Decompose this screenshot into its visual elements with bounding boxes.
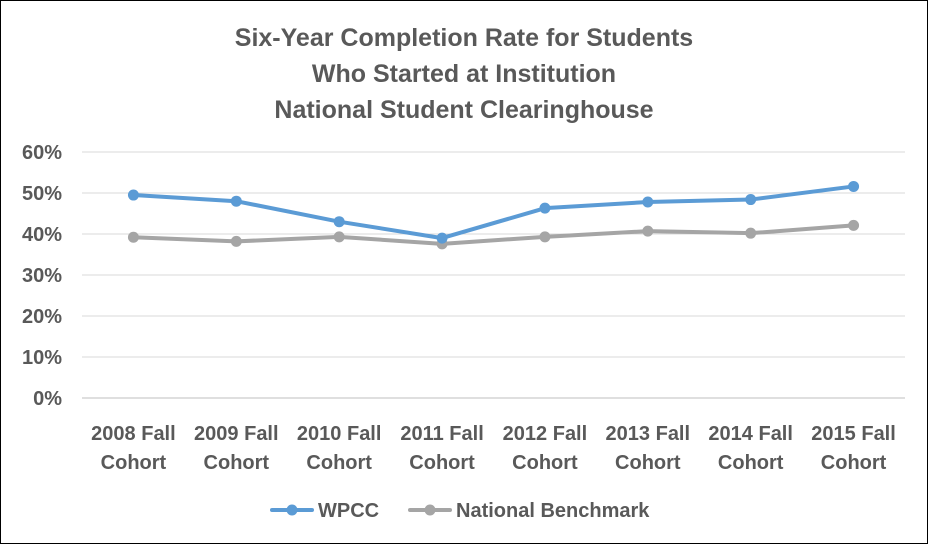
gridlines — [82, 151, 905, 399]
legend-marker-wpcc — [286, 504, 298, 516]
data-point-wpcc — [539, 202, 551, 214]
x-tick-label: 2009 Fall Cohort — [194, 423, 279, 474]
chart-title: Six-Year Completion Rate for Students Wh… — [0, 20, 928, 128]
series-line-national-benchmark — [131, 223, 856, 246]
series-lines — [127, 180, 860, 250]
x-tick-label: 2011 Fall Cohort — [400, 423, 483, 474]
legend-marker-national-benchmark — [424, 504, 436, 516]
series-line-wpcc — [131, 184, 856, 241]
data-point-wpcc — [848, 180, 860, 192]
chart-title-line-3: National Student Clearinghouse — [274, 96, 654, 124]
y-tick-label: 40% — [22, 224, 62, 246]
x-tick-label: 2013 Fall Cohort — [606, 423, 691, 474]
legend-label-wpcc: WPCC — [318, 500, 379, 522]
data-point-national-benchmark — [230, 235, 242, 247]
chart-title-line-1: Six-Year Completion Rate for Students — [234, 24, 694, 52]
data-point-national-benchmark — [127, 231, 139, 243]
x-tick-label: 2008 Fall Cohort — [91, 423, 176, 474]
data-point-national-benchmark — [642, 225, 654, 237]
legend-label-national-benchmark: National Benchmark — [456, 500, 650, 522]
data-point-wpcc — [230, 195, 242, 207]
data-point-wpcc — [333, 216, 345, 228]
y-tick-label: 0% — [33, 388, 62, 410]
data-point-wpcc — [745, 194, 757, 206]
data-point-wpcc — [127, 189, 139, 201]
legend: WPCC National Benchmark — [270, 500, 650, 522]
y-tick-label: 10% — [22, 347, 62, 369]
chart-title-line-2: Who Started at Institution — [311, 60, 617, 88]
data-point-national-benchmark — [539, 231, 551, 243]
x-tick-label: 2012 Fall Cohort — [503, 423, 588, 474]
data-point-wpcc — [436, 232, 448, 244]
y-tick-label: 30% — [22, 265, 62, 287]
y-tick-label: 50% — [22, 183, 62, 205]
data-point-national-benchmark — [745, 227, 757, 239]
data-point-wpcc — [642, 196, 654, 208]
x-tick-label: 2015 Fall Cohort — [811, 423, 896, 474]
y-tick-label: 60% — [22, 142, 62, 164]
data-point-national-benchmark — [333, 231, 345, 243]
x-tick-label: 2014 Fall Cohort — [708, 423, 793, 474]
y-axis-ticks: 0% 10% 20% 30% 40% 50% 60% — [22, 142, 62, 410]
x-tick-label: 2010 Fall Cohort — [297, 423, 382, 474]
x-axis-ticks: 2008 Fall Cohort 2009 Fall Cohort 2010 Fall C… — [91, 423, 896, 474]
data-point-national-benchmark — [848, 219, 860, 231]
y-tick-label: 20% — [22, 306, 62, 328]
